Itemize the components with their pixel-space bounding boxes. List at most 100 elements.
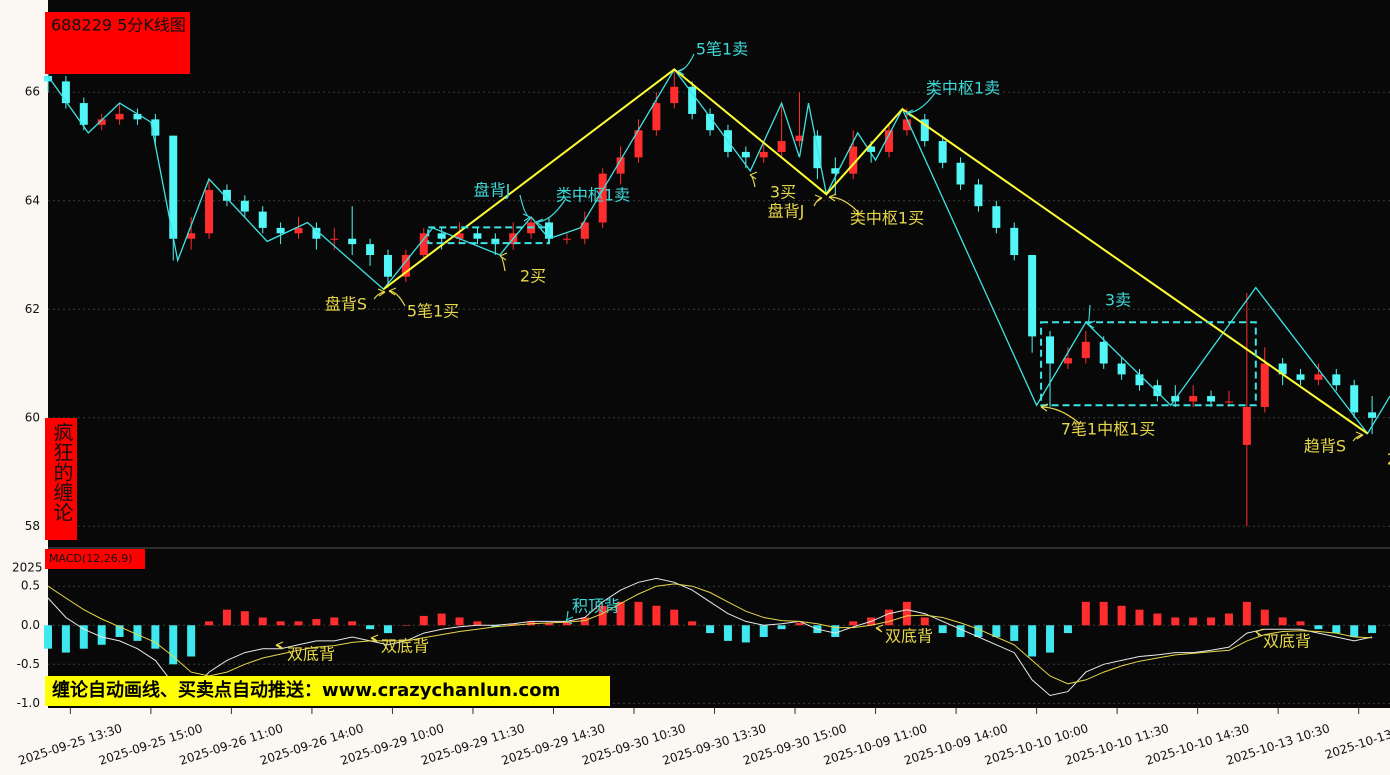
candle-body bbox=[419, 233, 428, 256]
candle-body bbox=[670, 86, 679, 104]
macd-bar bbox=[706, 625, 715, 634]
macd-bar bbox=[383, 625, 392, 634]
annotation-arrow bbox=[519, 194, 531, 222]
annotation: 2 bbox=[1387, 450, 1390, 469]
macd-bar bbox=[652, 605, 661, 626]
candle-body bbox=[974, 184, 983, 207]
candle-body bbox=[44, 75, 52, 82]
macd-bar bbox=[902, 601, 911, 626]
candle-body bbox=[1332, 374, 1341, 386]
candle-body bbox=[1153, 385, 1162, 397]
annotation-arrow bbox=[373, 288, 386, 300]
candle-body bbox=[437, 233, 446, 239]
annotation: 2买 bbox=[520, 267, 546, 286]
annotation: 盘背J bbox=[474, 181, 511, 200]
macd-bar bbox=[276, 621, 285, 626]
annotation-arrow bbox=[535, 199, 566, 227]
macd-bar bbox=[473, 621, 482, 626]
annotation-arrow bbox=[565, 610, 574, 625]
chart-title: 688229 5分K线图 bbox=[51, 16, 186, 35]
macd-bar bbox=[562, 621, 571, 626]
macd-bar bbox=[1368, 625, 1377, 634]
pivot-box bbox=[1040, 321, 1257, 407]
macd-bar bbox=[151, 625, 160, 649]
annotation: 5笔1卖 bbox=[696, 40, 748, 59]
annotation: 双底背 bbox=[287, 645, 335, 664]
macd-bar bbox=[741, 625, 750, 643]
candle-body bbox=[849, 146, 858, 174]
candle-body bbox=[831, 168, 840, 174]
macd-bar bbox=[759, 625, 768, 637]
macd-bar bbox=[205, 621, 214, 626]
macd-bar bbox=[1117, 605, 1126, 626]
y-tick-label: 0.0 bbox=[21, 618, 40, 632]
macd-bar bbox=[491, 625, 500, 627]
candle-body bbox=[741, 151, 750, 158]
macd-bar bbox=[1314, 625, 1323, 630]
y-tick-label: 60 bbox=[25, 410, 40, 424]
candle-body bbox=[1242, 406, 1251, 445]
macd-bar bbox=[1046, 625, 1055, 653]
macd-bar bbox=[1153, 613, 1162, 626]
macd-bar bbox=[79, 625, 88, 649]
candle-body bbox=[1135, 374, 1144, 386]
candle-body bbox=[1028, 255, 1037, 337]
candle-body bbox=[240, 200, 249, 212]
candle-body bbox=[1368, 412, 1377, 418]
annotation: 双底背 bbox=[885, 627, 933, 646]
candle-body bbox=[795, 135, 804, 142]
annotation-arrow bbox=[749, 171, 758, 188]
macd-bar bbox=[777, 625, 786, 630]
candle-body bbox=[97, 119, 106, 125]
candle-body bbox=[938, 141, 947, 163]
annotation: 类中枢1买 bbox=[850, 209, 924, 228]
macd-bar bbox=[580, 617, 589, 626]
macd-bar bbox=[1189, 617, 1198, 626]
candle-body bbox=[383, 255, 392, 277]
annotation-arrow bbox=[388, 287, 406, 307]
candle-body bbox=[222, 189, 231, 201]
macd-bar bbox=[1224, 613, 1233, 626]
candle-body bbox=[312, 227, 321, 239]
candle-body bbox=[1296, 374, 1305, 380]
candle-body bbox=[759, 151, 768, 158]
candle-body bbox=[473, 233, 482, 239]
candle-body bbox=[1117, 363, 1126, 375]
annotation-arrow bbox=[370, 634, 379, 643]
candle-body bbox=[1350, 385, 1359, 413]
macd-bar bbox=[1063, 625, 1072, 634]
macd-bar bbox=[956, 625, 965, 637]
candle-body bbox=[133, 113, 142, 120]
y-tick-label: 66 bbox=[25, 85, 40, 99]
macd-bar bbox=[240, 611, 249, 626]
macd-bar bbox=[1278, 617, 1287, 626]
macd-bar bbox=[115, 625, 124, 637]
annotation: 盘背J bbox=[768, 202, 805, 221]
candle-body bbox=[1260, 363, 1269, 407]
macd-bar bbox=[419, 615, 428, 626]
y-tick-label: -1.0 bbox=[17, 696, 40, 710]
macd-bar bbox=[1296, 621, 1305, 626]
macd-bar bbox=[294, 621, 303, 626]
macd-bar bbox=[1028, 625, 1037, 657]
candle-body bbox=[205, 189, 214, 234]
candle-body bbox=[348, 238, 357, 245]
candle-body bbox=[992, 206, 1001, 228]
annotation-arrow bbox=[1255, 628, 1264, 637]
macd-title-box bbox=[45, 549, 145, 569]
macd-bar bbox=[330, 617, 339, 626]
annotation: 双底背 bbox=[381, 637, 429, 656]
macd-bar bbox=[1242, 601, 1251, 626]
y-tick-label: 64 bbox=[25, 193, 40, 207]
annotation-arrow bbox=[828, 193, 860, 214]
candle-body bbox=[1189, 396, 1198, 402]
annotation: 盘背S bbox=[325, 295, 367, 314]
macd-bar bbox=[723, 625, 732, 641]
candle-body bbox=[169, 135, 178, 239]
macd-bar bbox=[455, 617, 464, 626]
candle-body bbox=[1278, 363, 1287, 375]
macd-bar bbox=[133, 625, 142, 641]
macd-bar bbox=[670, 609, 679, 626]
